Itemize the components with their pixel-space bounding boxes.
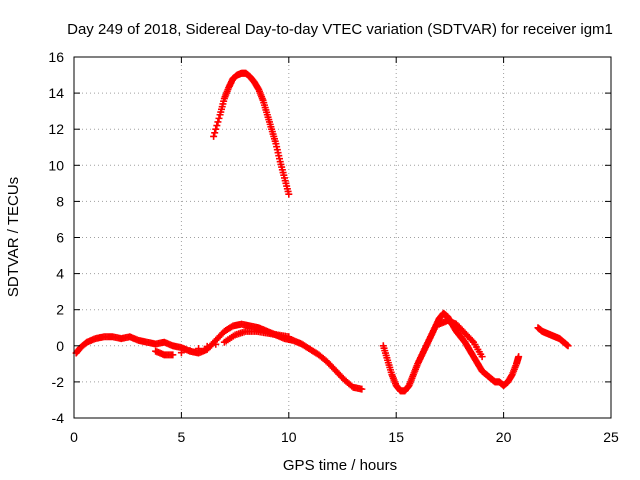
y-tick-label: 8 <box>56 193 64 209</box>
data-point <box>468 337 476 345</box>
chart-title: Day 249 of 2018, Sidereal Day-to-day VTE… <box>67 21 613 38</box>
y-tick-label: 12 <box>48 121 64 137</box>
series-arc-1-lower <box>152 327 293 359</box>
data-point <box>210 132 218 140</box>
y-tick-label: 4 <box>56 266 64 282</box>
data-point <box>214 118 222 126</box>
data-point <box>564 342 572 350</box>
data-point <box>212 125 220 133</box>
x-tick-label: 15 <box>388 429 404 445</box>
x-tick-label: 0 <box>70 429 78 445</box>
y-tick-label: 14 <box>48 85 64 101</box>
series-arc-4 <box>534 324 572 350</box>
y-tick-label: 6 <box>56 230 64 246</box>
data-point <box>285 333 293 341</box>
data-point <box>211 129 219 137</box>
x-tick-label: 25 <box>603 429 619 445</box>
y-tick-label: -4 <box>52 410 65 426</box>
data-point <box>203 342 211 350</box>
y-tick-label: 2 <box>56 302 64 318</box>
y-tick-label: 0 <box>56 338 64 354</box>
data-point <box>285 190 293 198</box>
data-point <box>215 114 223 122</box>
series-arc-2 <box>210 69 293 198</box>
x-tick-label: 10 <box>281 429 297 445</box>
y-tick-label: 16 <box>48 49 64 65</box>
data-point <box>213 122 221 130</box>
x-axis-label: GPS time / hours <box>283 457 397 474</box>
data-point <box>212 340 220 348</box>
x-tick-label: 20 <box>496 429 512 445</box>
data-point <box>177 349 185 357</box>
series-arc-3-upper <box>435 317 486 361</box>
y-tick-label: 10 <box>48 157 64 173</box>
ticks: 0 5 10 15 20 25 -4 -2 0 2 4 6 8 10 12 14 16 <box>48 49 619 445</box>
data-point <box>186 347 194 355</box>
data-point <box>515 353 523 361</box>
y-axis-label: SDTVAR / TECUs <box>5 177 22 297</box>
x-tick-label: 5 <box>178 429 186 445</box>
data-point <box>169 351 177 359</box>
data-points <box>72 69 572 395</box>
data-point <box>478 353 486 361</box>
data-point <box>358 385 366 393</box>
y-tick-label: -2 <box>52 374 65 390</box>
data-point <box>195 345 203 353</box>
grid <box>74 57 611 418</box>
